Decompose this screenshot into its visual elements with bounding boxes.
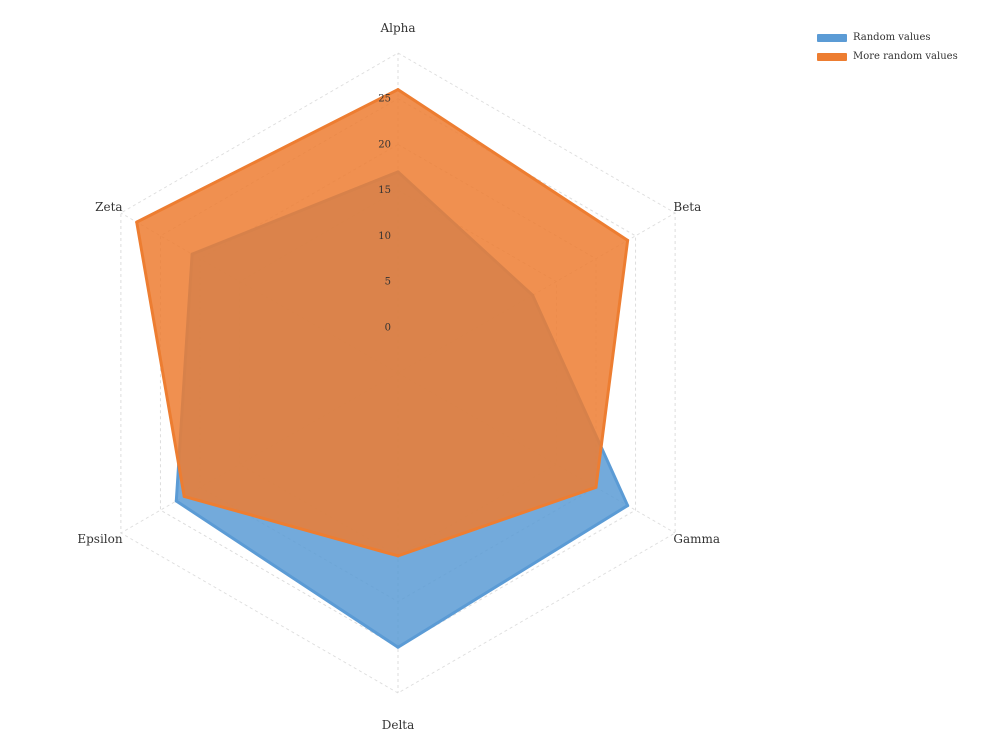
- tick-label-10: 10: [378, 231, 391, 242]
- series-1-point-epsilon: [174, 499, 178, 503]
- spoke-beta: [397, 212, 676, 374]
- legend-item-series-2[interactable]: More random values: [817, 47, 987, 66]
- legend-swatch-series-2: [817, 52, 847, 61]
- series-2-point-gamma: [594, 485, 598, 489]
- series-area-2: [135, 88, 630, 558]
- series-2-point-alpha: [396, 88, 400, 92]
- series-2-point-beta: [626, 238, 630, 242]
- axis-labels: Alpha Beta Gamma Delta Epsilon Zeta: [77, 21, 720, 732]
- legend-label-series-2: More random values: [853, 51, 958, 62]
- legend-swatch-series-1: [817, 33, 847, 42]
- radial-ticks: 0 5 10 15 20 25: [378, 94, 391, 334]
- series-1-point-gamma: [626, 504, 630, 508]
- series-1-point-delta: [396, 645, 400, 649]
- axis-label-beta: Beta: [673, 200, 701, 214]
- axis-label-alpha: Alpha: [379, 21, 415, 35]
- axis-label-gamma: Gamma: [673, 532, 720, 546]
- spoke-gamma: [397, 372, 676, 534]
- series-2-point-epsilon: [182, 494, 186, 498]
- series-2-point-delta: [396, 554, 400, 558]
- axis-label-delta: Delta: [382, 718, 415, 732]
- axis-label-epsilon: Epsilon: [77, 532, 123, 546]
- tick-label-5: 5: [385, 277, 391, 288]
- axis-label-zeta: Zeta: [95, 200, 122, 214]
- legend-label-series-1: Random values: [853, 32, 931, 43]
- tick-label-0: 0: [385, 322, 391, 333]
- tick-label-25: 25: [378, 94, 391, 105]
- radar-series: [135, 88, 630, 649]
- legend-item-series-1[interactable]: Random values: [817, 28, 987, 47]
- tick-label-20: 20: [378, 139, 391, 150]
- series-2-point-zeta: [135, 220, 139, 224]
- legend: Random values More random values: [817, 28, 987, 66]
- spoke-epsilon: [120, 372, 399, 534]
- tick-label-15: 15: [378, 185, 391, 196]
